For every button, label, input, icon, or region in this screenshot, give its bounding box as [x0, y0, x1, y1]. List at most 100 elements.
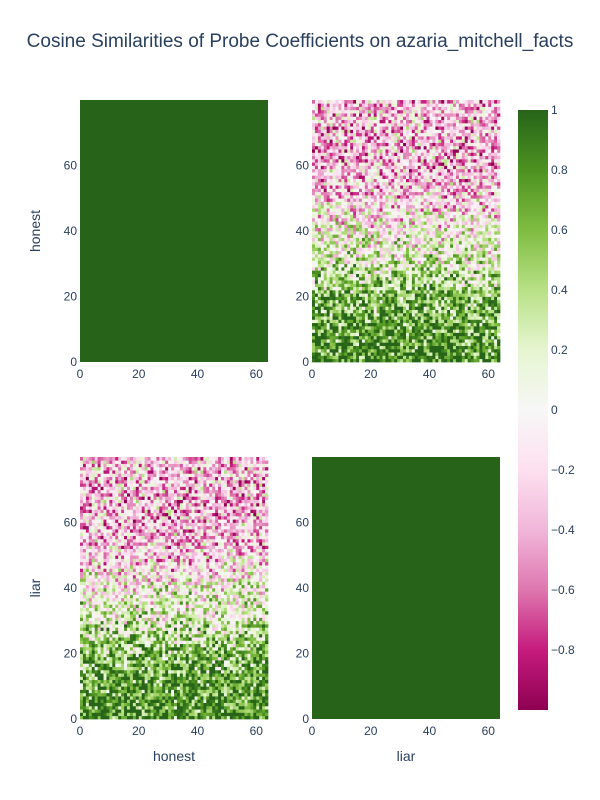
heatmap-cell [335, 113, 339, 117]
heatmap-cell [488, 211, 492, 215]
heatmap-cell [491, 106, 495, 111]
heatmap-cell [338, 139, 342, 143]
heatmap-cell [476, 270, 480, 274]
heatmap-cell [497, 358, 501, 363]
heatmap-cell [356, 132, 360, 137]
heatmap-cell [488, 224, 492, 229]
heatmap-cell [361, 165, 366, 170]
heatmap-cell [423, 335, 427, 340]
heatmap-cell [326, 165, 330, 170]
heatmap-cell [323, 253, 328, 258]
heatmap-cell [364, 352, 369, 356]
heatmap-cell [356, 224, 360, 229]
heatmap-cell [359, 303, 363, 307]
heatmap-cell [364, 335, 369, 340]
heatmap-cell [441, 260, 445, 265]
heatmap-cell [435, 309, 439, 314]
heatmap-cell [326, 175, 330, 179]
heatmap-cell [408, 260, 413, 265]
heatmap-cell [356, 316, 360, 320]
heatmap-cell [447, 198, 451, 202]
heatmap-cell [326, 227, 330, 232]
heatmap-cell [353, 276, 357, 281]
heatmap-cell [450, 352, 454, 356]
heatmap-cell [479, 191, 483, 196]
heatmap-cell [429, 185, 433, 189]
heatmap-cell [406, 247, 410, 252]
heatmap-cell [450, 267, 454, 271]
heatmap-cell [476, 221, 480, 225]
heatmap-cell [350, 162, 354, 166]
heatmap-cell [458, 181, 463, 186]
heatmap-cell [441, 214, 445, 219]
heatmap-cell [417, 273, 422, 278]
heatmap-cell [432, 172, 436, 176]
heatmap-cell [432, 113, 436, 117]
heatmap-cell [335, 129, 339, 134]
heatmap-cell [323, 185, 328, 189]
heatmap-cell [432, 139, 436, 143]
heatmap-cell [455, 263, 460, 268]
heatmap-cell [338, 240, 342, 245]
heatmap-cell [476, 247, 480, 252]
heatmap-cell [394, 303, 398, 307]
heatmap-cell [320, 234, 325, 238]
heatmap-cell [400, 181, 404, 186]
heatmap-cell [361, 263, 366, 268]
heatmap-cell [338, 165, 342, 170]
heatmap-cell [458, 319, 463, 324]
heatmap-cell [329, 214, 333, 219]
heatmap-cell [444, 293, 448, 297]
heatmap-cell [397, 191, 401, 196]
heatmap-cell [473, 306, 477, 310]
heatmap-cell [420, 355, 424, 360]
heatmap-cell [470, 142, 474, 147]
heatmap-cell [364, 253, 369, 258]
heatmap-cell [447, 224, 451, 229]
heatmap-cell [359, 345, 363, 350]
heatmap-cell [370, 322, 375, 327]
heatmap-cell [417, 172, 422, 176]
heatmap-cell [379, 231, 383, 235]
heatmap-cell [388, 152, 392, 157]
heatmap-cell [429, 109, 433, 114]
heatmap-cell [400, 303, 404, 307]
heatmap-cell [414, 136, 419, 140]
heatmap-cell [429, 286, 433, 291]
heatmap-cell [447, 296, 451, 301]
heatmap-cell [414, 260, 419, 265]
heatmap-cell [438, 303, 442, 307]
heatmap-cell [385, 231, 389, 235]
heatmap-cell [400, 332, 404, 337]
heatmap-cell [450, 185, 454, 189]
heatmap-cell [382, 293, 386, 297]
heatmap-cell [388, 322, 392, 327]
heatmap-cell [417, 191, 422, 196]
heatmap-cell [350, 224, 354, 229]
heatmap-cell [497, 299, 501, 304]
heatmap-cell [341, 211, 345, 215]
heatmap-cell [376, 345, 380, 350]
heatmap-cell [403, 348, 407, 353]
heatmap-cell [364, 155, 369, 160]
heatmap-cell [408, 270, 413, 274]
heatmap-cell [400, 283, 404, 288]
heatmap-cell [467, 181, 471, 186]
heatmap-cell [491, 191, 495, 196]
heatmap-cell [473, 191, 477, 196]
heatmap-cell [417, 267, 422, 271]
heatmap-cell [379, 116, 383, 121]
heatmap-cell [438, 358, 442, 363]
heatmap-cell [417, 352, 422, 356]
heatmap-cell [476, 136, 480, 140]
heatmap-cell [350, 126, 354, 130]
heatmap-cell [332, 142, 336, 147]
heatmap-cell [391, 116, 395, 121]
heatmap-cell [320, 119, 325, 124]
heatmap-cell [479, 201, 483, 206]
heatmap-cell [423, 191, 427, 196]
heatmap-cell [411, 119, 416, 124]
heatmap-cell [350, 116, 354, 121]
heatmap-cell [467, 260, 471, 265]
heatmap-cell [344, 348, 348, 353]
